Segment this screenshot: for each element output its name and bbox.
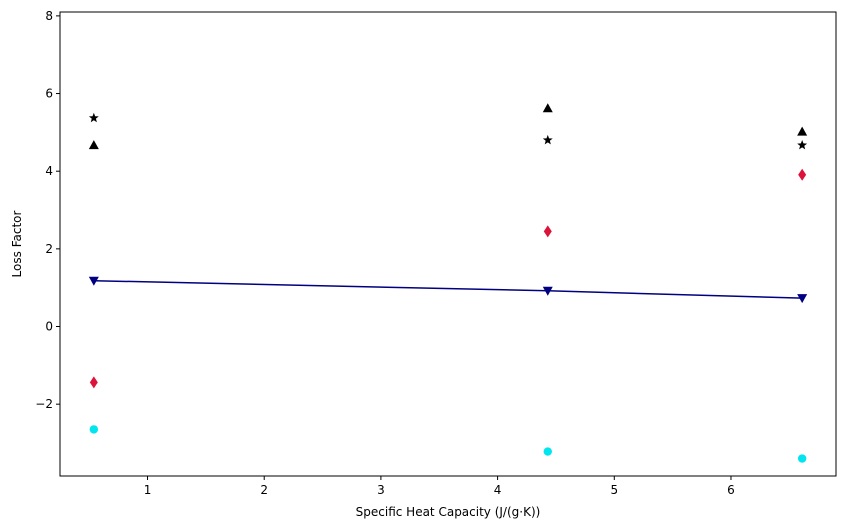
- y-tick-label: 2: [45, 242, 53, 256]
- data-point-triangle-down: [797, 294, 808, 304]
- data-point-star: [797, 139, 808, 150]
- x-tick-label: 3: [377, 483, 385, 497]
- data-point-diamond: [89, 376, 98, 389]
- y-tick-label: 6: [45, 87, 53, 101]
- y-tick-label: 8: [45, 9, 53, 23]
- data-point-triangle-down: [542, 286, 553, 296]
- data-point-triangle-up: [88, 140, 99, 150]
- x-tick-label: 6: [727, 483, 735, 497]
- data-point-diamond: [543, 225, 552, 238]
- x-axis-label: Specific Heat Capacity (J/(g·K)): [356, 505, 541, 519]
- y-axis-label: Loss Factor: [10, 211, 24, 278]
- plot-area: [60, 12, 836, 476]
- data-point-diamond: [798, 168, 807, 181]
- data-point-triangle-up: [797, 126, 808, 136]
- plot-frame: [59, 11, 837, 477]
- data-point-star: [542, 134, 553, 145]
- data-point-circle: [543, 447, 552, 456]
- chart-marks: [88, 103, 808, 463]
- x-tick-label: 5: [610, 483, 618, 497]
- data-point-circle: [89, 425, 99, 434]
- y-tick-label: 4: [45, 164, 53, 178]
- axis-ticks: 1 2 3 4 5 6 −2 0 2 4 6 8: [35, 9, 735, 497]
- data-point-triangle-down: [88, 276, 99, 286]
- y-tick-label: −2: [35, 397, 53, 411]
- x-tick-label: 1: [144, 483, 152, 497]
- x-tick-label: 2: [260, 483, 268, 497]
- data-point-triangle-up: [542, 103, 553, 113]
- x-tick-label: 4: [494, 483, 502, 497]
- data-point-star: [88, 112, 99, 123]
- data-point-circle: [797, 454, 807, 463]
- y-tick-label: 0: [45, 320, 53, 334]
